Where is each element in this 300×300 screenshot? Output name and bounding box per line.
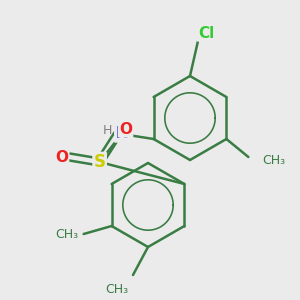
Text: CH₃: CH₃: [105, 283, 128, 296]
Text: O: O: [55, 149, 68, 164]
Text: CH₃: CH₃: [56, 227, 79, 241]
Text: O: O: [119, 122, 132, 136]
Text: H: H: [103, 124, 112, 137]
Text: Cl: Cl: [198, 26, 214, 40]
Text: CH₃: CH₃: [262, 154, 286, 166]
Text: N: N: [115, 127, 128, 142]
Text: S: S: [94, 153, 106, 171]
